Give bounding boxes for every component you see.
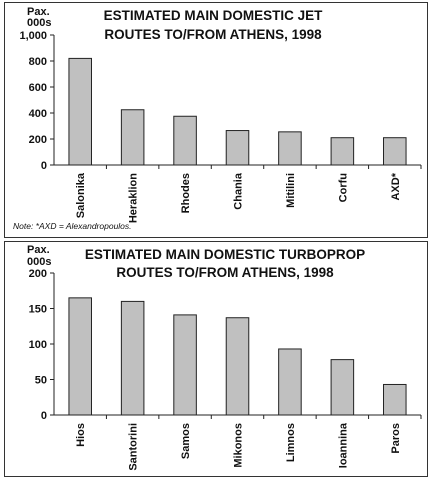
turboprop-category-label: Paros bbox=[390, 423, 402, 454]
turboprop-category-label: Hios bbox=[75, 423, 87, 447]
turboprop-y-unit-label: Pax. bbox=[27, 244, 50, 256]
jet-y-unit-label: Pax. bbox=[27, 6, 50, 18]
turboprop-y-unit-label: 000s bbox=[27, 256, 51, 268]
jet-category-label: Chania bbox=[233, 172, 245, 210]
jet-chart-title-line: ESTIMATED MAIN DOMESTIC JET bbox=[104, 8, 324, 23]
turboprop-category-label: Mikonos bbox=[233, 423, 245, 468]
jet-category-label: Salonika bbox=[75, 172, 87, 218]
jet-chart-note: Note: *AXD = Alexandropoulos. bbox=[13, 221, 132, 231]
turboprop-bar-samos bbox=[173, 314, 197, 416]
turboprop-bar-santorini bbox=[120, 300, 145, 416]
jet-y-tick-label: 0 bbox=[41, 160, 47, 172]
turboprop-bar-ioannina bbox=[330, 359, 355, 416]
jet-bar-mitilini bbox=[278, 131, 302, 166]
turboprop-bar-hios bbox=[68, 297, 92, 416]
jet-bar-chania bbox=[225, 130, 250, 166]
turboprop-y-tick-label: 100 bbox=[29, 339, 47, 351]
jet-routes-chart: ESTIMATED MAIN DOMESTIC JET ROUTES TO/FRO… bbox=[13, 6, 422, 231]
jet-bar-corfu bbox=[330, 137, 355, 166]
jet-category-label: Rhodes bbox=[180, 173, 192, 213]
turboprop-category-label: Santorini bbox=[128, 423, 140, 471]
jet-category-label: Mitilini bbox=[285, 173, 297, 208]
turboprop-bar-paros bbox=[383, 383, 407, 416]
jet-y-tick-label: 400 bbox=[29, 108, 47, 120]
jet-bar-heraklion bbox=[120, 109, 145, 166]
jet-category-label: Corfu bbox=[337, 173, 349, 202]
jet-y-tick-label: 1,000 bbox=[19, 30, 47, 42]
turboprop-y-tick-label: 0 bbox=[41, 410, 47, 422]
jet-y-unit-label: 000s bbox=[27, 17, 51, 29]
jet-routes-chart-panel: ESTIMATED MAIN DOMESTIC JET ROUTES TO/FRO… bbox=[4, 2, 428, 238]
jet-y-tick-label: 200 bbox=[29, 134, 47, 146]
turboprop-y-tick-label: 50 bbox=[35, 375, 47, 387]
jet-chart-title-line: ROUTES TO/FROM ATHENS, 1998 bbox=[104, 27, 322, 42]
turboprop-chart-title-line: ROUTES TO/FROM ATHENS, 1998 bbox=[116, 265, 334, 280]
turboprop-routes-chart-panel: ESTIMATED MAIN DOMESTIC TURBOPROP ROUTES … bbox=[4, 241, 428, 477]
turboprop-routes-chart: ESTIMATED MAIN DOMESTIC TURBOPROP ROUTES … bbox=[27, 244, 422, 471]
jet-category-label: Heraklion bbox=[128, 173, 140, 223]
turboprop-y-tick-label: 200 bbox=[29, 268, 47, 280]
jet-y-tick-label: 800 bbox=[29, 56, 47, 68]
turboprop-category-label: Limnos bbox=[285, 423, 297, 462]
jet-y-tick-label: 600 bbox=[29, 82, 47, 94]
jet-bar-axd bbox=[383, 137, 407, 166]
turboprop-y-tick-label: 150 bbox=[29, 304, 47, 316]
turboprop-bar-limnos bbox=[278, 348, 302, 416]
turboprop-category-label: Ioannina bbox=[337, 422, 349, 468]
jet-category-label: AXD* bbox=[390, 172, 402, 200]
turboprop-bar-mikonos bbox=[225, 317, 250, 416]
jet-bar-rhodes bbox=[173, 115, 197, 166]
jet-bar-salonika bbox=[68, 57, 92, 166]
turboprop-chart-title-line: ESTIMATED MAIN DOMESTIC TURBOPROP bbox=[85, 247, 365, 262]
turboprop-category-label: Samos bbox=[180, 423, 192, 459]
